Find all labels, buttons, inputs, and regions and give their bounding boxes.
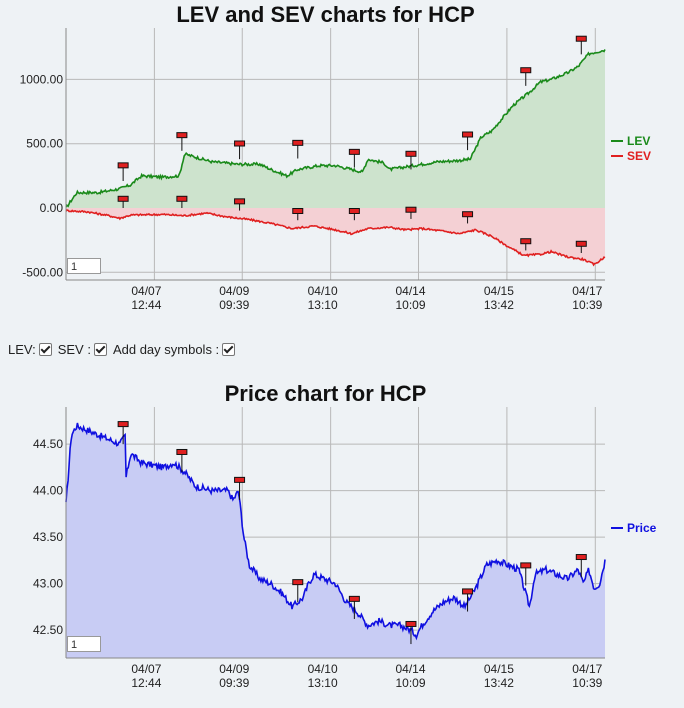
price-chart-zoom-input[interactable]: 1	[67, 636, 101, 652]
y-tick-label: 44.00	[33, 484, 63, 498]
x-tick-time: 10:39	[572, 676, 602, 690]
sev-day-marker-flag	[520, 238, 532, 245]
y-tick-label: -500.00	[22, 265, 63, 279]
x-tick-date: 04/15	[484, 284, 514, 298]
lev-day-marker-flag	[348, 148, 360, 155]
y-tick-label: 42.50	[33, 623, 63, 637]
price-day-marker-flag	[348, 595, 360, 602]
legend-label: SEV	[627, 149, 651, 163]
lev-chart-zoom-input[interactable]: 1	[67, 258, 101, 274]
series-area-lev	[66, 49, 605, 208]
y-tick-label: 43.50	[33, 530, 63, 544]
sev-day-marker-flag	[405, 206, 417, 213]
lev-day-marker-flag	[462, 131, 474, 138]
lev-day-marker-flag	[234, 140, 246, 147]
x-tick-time: 10:09	[395, 676, 425, 690]
sev-toggle-label: SEV :	[57, 342, 91, 357]
lev-sev-chart[interactable]: LEV and SEV charts for HCP 04/07 12:44 04/0…	[0, 0, 684, 330]
y-tick-label: 44.50	[33, 437, 63, 451]
x-tick-date: 04/17	[572, 284, 602, 298]
x-tick-date: 04/07	[131, 662, 161, 676]
price-day-marker-flag	[176, 448, 188, 455]
price-day-marker-flag	[405, 620, 417, 627]
x-tick-time: 12:44	[131, 298, 161, 312]
lev-day-marker-flag	[117, 162, 129, 169]
lev-toggle-label: LEV:	[8, 342, 36, 357]
series-line-sev	[65, 209, 606, 267]
legend-label: LEV	[627, 134, 650, 148]
y-tick-label: 500.00	[26, 137, 63, 151]
sev-day-marker-flag	[462, 211, 474, 218]
y-tick-label: 1000.00	[20, 72, 64, 86]
price-day-marker-flag	[234, 476, 246, 483]
y-tick-label: 0.00	[40, 201, 64, 215]
x-tick-date: 04/10	[308, 284, 338, 298]
chart-controls: LEV: SEV : Add day symbols :	[8, 342, 238, 357]
x-tick-time: 12:44	[131, 676, 161, 690]
lev-day-marker-flag	[176, 132, 188, 139]
x-tick-date: 04/15	[484, 662, 514, 676]
lev-checkbox[interactable]	[38, 343, 52, 356]
lev-day-marker-flag	[405, 150, 417, 157]
x-tick-date: 04/10	[308, 662, 338, 676]
x-tick-date: 04/14	[395, 662, 425, 676]
day-symbols-label: Add day symbols :	[112, 342, 220, 357]
sev-day-marker-flag	[348, 208, 360, 214]
price-day-marker-flag	[520, 562, 532, 569]
sev-checkbox[interactable]	[93, 343, 107, 356]
sev-day-marker-flag	[176, 195, 188, 202]
x-tick-date: 04/07	[131, 284, 161, 298]
sev-day-marker-flag	[234, 198, 246, 205]
lev-day-marker-flag	[292, 139, 304, 146]
day-symbols-checkbox[interactable]	[222, 343, 236, 356]
lev-day-marker-flag	[520, 67, 532, 74]
y-tick-label: 43.00	[33, 577, 63, 591]
sev-day-marker-flag	[292, 208, 304, 214]
x-tick-time: 09:39	[219, 676, 249, 690]
price-day-marker-flag	[462, 588, 474, 595]
series-area-sev	[66, 208, 605, 265]
price-day-marker-flag	[117, 421, 129, 428]
x-tick-date: 04/14	[395, 284, 425, 298]
lev-day-marker-flag	[575, 35, 587, 42]
x-tick-time: 10:09	[395, 298, 425, 312]
x-tick-time: 13:42	[484, 298, 514, 312]
legend-label: Price	[627, 521, 657, 535]
sev-day-marker-flag	[117, 195, 129, 202]
price-chart[interactable]: Price chart for HCP 04/07 12:44 04/09 09:39 0…	[0, 370, 684, 708]
x-tick-time: 13:42	[484, 676, 514, 690]
chart-title: LEV and SEV charts for HCP	[176, 2, 474, 27]
x-tick-time: 13:10	[308, 298, 338, 312]
series-line-price	[65, 422, 606, 641]
x-tick-time: 09:39	[219, 298, 249, 312]
price-day-marker-flag	[575, 554, 587, 561]
series-line-lev	[65, 49, 606, 208]
x-tick-date: 04/17	[572, 662, 602, 676]
x-tick-date: 04/09	[219, 662, 249, 676]
sev-day-marker-flag	[575, 240, 587, 247]
x-tick-time: 13:10	[308, 676, 338, 690]
x-tick-date: 04/09	[219, 284, 249, 298]
x-tick-time: 10:39	[572, 298, 602, 312]
price-day-marker-flag	[292, 579, 304, 586]
chart-title: Price chart for HCP	[225, 381, 427, 406]
